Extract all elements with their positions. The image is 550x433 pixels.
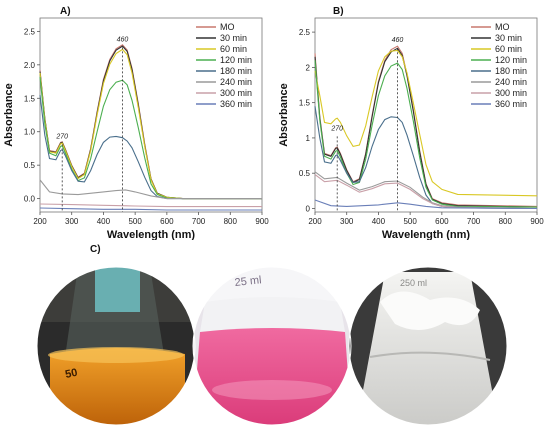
x-tick-label: 400 bbox=[372, 217, 386, 226]
legend-label: 300 min bbox=[220, 88, 252, 98]
legend-label: 60 min bbox=[220, 44, 247, 54]
y-tick-label: 0.5 bbox=[299, 169, 311, 178]
series-line-4 bbox=[39, 94, 262, 200]
legend-label: 240 min bbox=[495, 77, 527, 87]
y-tick-label: 2.5 bbox=[24, 27, 36, 36]
x-tick-label: 900 bbox=[530, 217, 544, 226]
panel-label-b: B) bbox=[333, 6, 344, 17]
y-tick-label: 2.0 bbox=[24, 61, 36, 70]
flask-marking-25ml: 25 ml bbox=[234, 274, 262, 289]
panel-label-a: A) bbox=[60, 6, 71, 17]
legend-label: 60 min bbox=[495, 44, 522, 54]
flask-marking-50: 50 bbox=[64, 367, 78, 381]
flask-marking-250ml: 250 ml bbox=[400, 278, 427, 288]
legend-label: 30 min bbox=[495, 33, 522, 43]
plot-area bbox=[314, 17, 538, 213]
chart-panel-a: 200 300 400 500 600 700 800 900 0.0 0.5 1.0 1.5 2.0 2… bbox=[3, 17, 269, 240]
x-tick-label: 400 bbox=[97, 217, 111, 226]
y-tick-label: 1.5 bbox=[24, 94, 36, 103]
x-tick-label: 300 bbox=[65, 217, 79, 226]
chart-panel-b: 200 300 400 500 600 700 800 900 0 0.5 1 1.5 2 2.5 Wave… bbox=[278, 17, 544, 240]
legend-label: 180 min bbox=[495, 66, 527, 76]
x-axis-label: Wavelength (nm) bbox=[107, 229, 196, 240]
legend-label: 240 min bbox=[220, 77, 252, 87]
series-line-7 bbox=[39, 207, 262, 211]
y-tick-label: 2 bbox=[306, 63, 311, 72]
series-line-7 bbox=[314, 199, 538, 210]
legend-label: 360 min bbox=[220, 99, 252, 109]
white-precipitate-flask: 250 ml bbox=[349, 267, 507, 425]
peak-annotation: 270 bbox=[55, 133, 68, 140]
photo-panel-c: 50 25 ml 250 ml bbox=[36, 266, 508, 426]
legend-label: 360 min bbox=[495, 99, 527, 109]
peak-annotation: 460 bbox=[117, 36, 129, 43]
plot-area bbox=[39, 17, 263, 213]
x-tick-label: 700 bbox=[467, 217, 481, 226]
x-tick-label: 900 bbox=[255, 217, 269, 226]
legend-label: 120 min bbox=[220, 55, 252, 65]
y-tick-label: 1 bbox=[306, 134, 311, 143]
x-tick-label: 800 bbox=[224, 217, 238, 226]
peak-annotation: 270 bbox=[330, 125, 343, 132]
series-line-2 bbox=[39, 48, 262, 200]
legend-label: 180 min bbox=[220, 66, 252, 76]
orange-solution-flask: 50 bbox=[37, 267, 195, 425]
x-tick-label: 200 bbox=[33, 217, 47, 226]
y-tick-label: 1.5 bbox=[299, 99, 311, 108]
x-axis-label: Wavelength (nm) bbox=[382, 229, 471, 240]
y-tick-label: 0 bbox=[306, 204, 311, 213]
series-line-2 bbox=[314, 49, 538, 197]
x-tick-label: 600 bbox=[435, 217, 449, 226]
x-tick-label: 800 bbox=[499, 217, 513, 226]
x-tick-label: 300 bbox=[340, 217, 354, 226]
y-tick-label: 2.5 bbox=[299, 28, 311, 37]
legend-label: 120 min bbox=[495, 55, 527, 65]
series-line-4 bbox=[314, 106, 538, 210]
series-line-6 bbox=[39, 203, 262, 208]
x-tick-label: 500 bbox=[403, 217, 417, 226]
legend-label: 30 min bbox=[220, 33, 247, 43]
y-axis-label: Absorbance bbox=[278, 83, 290, 147]
pink-solution-flask: 25 ml bbox=[193, 267, 351, 425]
peak-annotation: 460 bbox=[392, 37, 404, 44]
x-tick-label: 500 bbox=[128, 217, 142, 226]
y-tick-label: 0.0 bbox=[24, 195, 36, 204]
series-line-6 bbox=[314, 174, 538, 210]
y-tick-label: 0.5 bbox=[24, 161, 36, 170]
series-line-5 bbox=[39, 179, 262, 200]
panel-label-c: C) bbox=[90, 244, 101, 255]
series-line-1 bbox=[314, 47, 538, 208]
x-tick-label: 700 bbox=[192, 217, 206, 226]
y-tick-label: 1.0 bbox=[24, 128, 36, 137]
series-line-5 bbox=[314, 171, 538, 210]
legend-label: 300 min bbox=[495, 88, 527, 98]
legend-label: MO bbox=[495, 22, 510, 32]
legend-label: MO bbox=[220, 22, 235, 32]
x-tick-label: 600 bbox=[160, 217, 174, 226]
y-axis-label: Absorbance bbox=[3, 83, 15, 147]
x-tick-label: 200 bbox=[308, 217, 322, 226]
series-line-3 bbox=[39, 76, 262, 200]
series-line-3 bbox=[314, 60, 538, 208]
